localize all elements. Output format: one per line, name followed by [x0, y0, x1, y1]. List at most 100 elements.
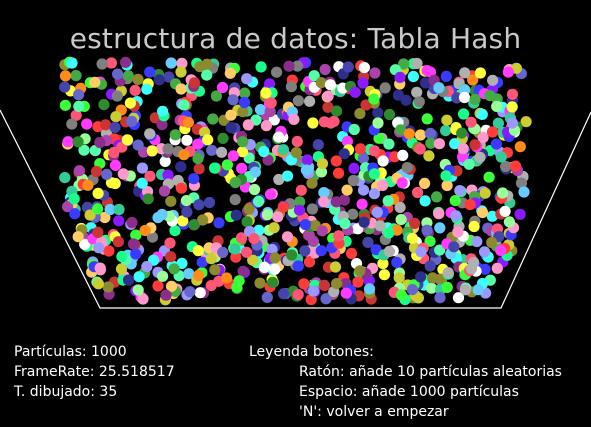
particle: [227, 150, 239, 162]
particle: [127, 238, 139, 250]
particle: [458, 108, 470, 120]
particle: [458, 91, 471, 104]
legend-item-space: Espacio: añade 1000 partículas: [299, 384, 519, 400]
particle: [175, 83, 187, 95]
particle: [254, 277, 266, 289]
particle: [520, 116, 532, 128]
particle: [491, 262, 503, 274]
particle: [182, 116, 194, 128]
particle: [133, 271, 145, 283]
particle: [180, 195, 192, 207]
particle: [153, 74, 165, 86]
particle: [193, 269, 205, 281]
particle: [237, 265, 249, 277]
particle: [401, 162, 413, 174]
particle: [369, 67, 381, 79]
particle: [383, 108, 396, 121]
particle: [156, 208, 168, 221]
particle: [394, 124, 407, 136]
particle: [357, 152, 369, 164]
particle: [124, 97, 136, 109]
particle: [268, 114, 280, 126]
particle: [349, 86, 361, 98]
particle: [412, 186, 424, 199]
particle: [169, 129, 181, 141]
particle: [178, 149, 190, 161]
particle: [478, 246, 491, 258]
particle: [379, 82, 391, 94]
particle: [492, 117, 504, 129]
particle: [433, 208, 445, 220]
particle: [94, 136, 106, 149]
particle: [371, 206, 383, 218]
particle: [221, 159, 233, 171]
particle: [129, 84, 141, 96]
particle: [84, 209, 96, 221]
particle: [201, 69, 213, 81]
particle: [456, 127, 468, 139]
particle: [506, 117, 518, 129]
particle: [101, 168, 113, 180]
particle: [368, 93, 380, 105]
particle: [285, 81, 297, 93]
particle: [224, 67, 236, 79]
particle: [98, 99, 110, 111]
particle: [299, 245, 311, 257]
particle: [90, 165, 103, 178]
particle: [448, 241, 460, 253]
particle-cloud: [59, 56, 532, 306]
particle: [433, 82, 445, 94]
particle: [497, 187, 509, 199]
particle: [358, 62, 370, 74]
particle: [225, 109, 237, 121]
particle: [230, 209, 242, 221]
particle: [484, 90, 496, 102]
particle: [427, 272, 439, 284]
particle: [291, 60, 304, 72]
particle: [203, 196, 216, 209]
particle: [229, 243, 241, 255]
particle: [318, 279, 330, 291]
particle: [315, 166, 328, 178]
particle: [316, 225, 328, 237]
particle: [363, 283, 376, 295]
particle: [442, 267, 454, 279]
particle: [368, 168, 380, 180]
particle: [81, 118, 93, 130]
particle: [267, 276, 279, 288]
particle: [237, 106, 249, 118]
particle: [464, 199, 476, 211]
particle: [330, 155, 342, 167]
particle: [159, 155, 171, 167]
particle: [450, 210, 462, 222]
particle: [372, 117, 384, 129]
particle: [393, 272, 405, 284]
particle: [238, 96, 251, 109]
particle: [340, 287, 352, 299]
particle: [354, 143, 366, 155]
particle: [156, 119, 168, 131]
particle: [92, 203, 104, 215]
particle: [360, 99, 372, 111]
particle: [479, 187, 491, 199]
particle: [440, 70, 452, 82]
particle: [454, 185, 466, 197]
particle: [490, 138, 502, 150]
particle: [196, 256, 208, 268]
particle: [157, 105, 169, 117]
particle: [434, 292, 446, 304]
particle: [476, 207, 489, 219]
particle: [188, 219, 200, 231]
particle: [242, 119, 254, 131]
particle: [241, 216, 253, 228]
particle: [69, 208, 81, 220]
particle: [425, 282, 438, 294]
particle: [315, 77, 327, 89]
particle: [197, 214, 209, 226]
particle: [421, 224, 433, 236]
particle: [331, 105, 343, 117]
particle: [126, 115, 138, 127]
particle: [424, 260, 436, 272]
